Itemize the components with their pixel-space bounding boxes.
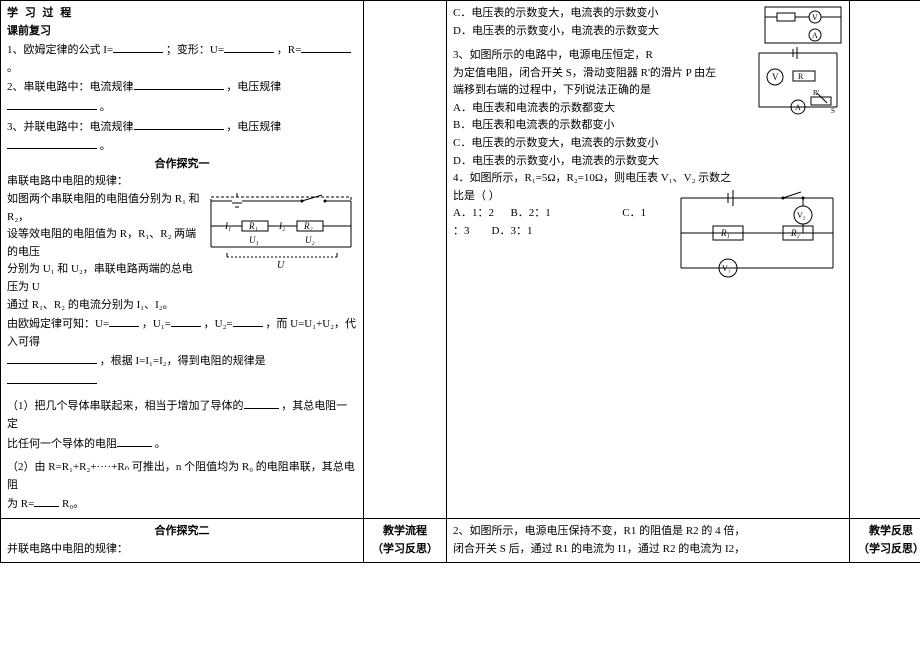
- blank: [109, 314, 139, 327]
- worksheet-page: 学 习 过 程 课前复习 1、欧姆定律的公式 I= ；变形：U= ，R= 。 2…: [0, 0, 920, 650]
- svg-text:U₂: U₂: [305, 235, 315, 245]
- p2-pre: （2）由 R=R₁+R₂+····+Rₙ 可推出，n 个阻值均为 R₀ 的电阻串…: [7, 461, 355, 491]
- br-l1: 2、如图所示，电源电压保持不变，R1 的阻值是 R2 的 4 倍，: [453, 523, 843, 541]
- bottom-far-right-cell: 教学反思 （学习反思）: [850, 519, 920, 563]
- p1l2-pre: 比任何一个导体的电阻: [7, 438, 117, 450]
- review-subheading: 课前复习: [7, 23, 357, 41]
- c1l5-m1: ，U₁=: [142, 318, 171, 330]
- coop1-label: 串联电路中电阻的规律：: [7, 173, 357, 191]
- svg-text:A: A: [795, 103, 801, 112]
- mid-label-1: 教学流程: [370, 523, 440, 541]
- coop1-p2-l2: 为 R= R₀。: [7, 494, 357, 514]
- fr-label-2: （学习反思）: [856, 541, 920, 559]
- l2-mid: ，电压规律: [226, 81, 281, 93]
- blank: [34, 494, 59, 507]
- main-table: 学 习 过 程 课前复习 1、欧姆定律的公式 I= ；变形：U= ，R= 。 2…: [0, 0, 920, 563]
- review-line-2: 2、串联电路中：电流规律 ，电压规律 。: [7, 77, 357, 116]
- blank: [171, 314, 201, 327]
- coop1-p1: （1）把几个导体串联起来，相当于增加了导体的 ，其总电阻一定: [7, 396, 357, 433]
- c1l6-mid: ，根据 I=I₁=I₂，得到电阻的规律是: [100, 355, 266, 367]
- blank: [113, 40, 163, 53]
- coop1-p1-l2: 比任何一个导体的电阻 。: [7, 434, 357, 454]
- svg-text:R₂: R₂: [303, 221, 313, 231]
- coop1-title: 合作探究一: [7, 156, 357, 174]
- q4-l1: 4．如图所示，R₁=5Ω，R₂=10Ω，则电压表 V₁、V₂ 示数之: [453, 170, 843, 188]
- coop1-p2: （2）由 R=R₁+R₂+····+Rₙ 可推出，n 个阻值均为 R₀ 的电阻串…: [7, 459, 357, 494]
- blank: [7, 97, 97, 110]
- bottom-left-cell: 合作探究二 并联电路中电阻的规律：: [1, 519, 364, 563]
- svg-text:V₁: V₁: [722, 264, 731, 273]
- q4-c2: ：3: [453, 225, 470, 237]
- svg-text:R': R': [813, 89, 819, 97]
- svg-text:V₂: V₂: [797, 211, 806, 220]
- svg-text:S: S: [831, 107, 835, 115]
- series-circuit-diagram: I₁ R₁ I₂ R₂ U₁ U₂ U: [207, 193, 357, 273]
- p1l2-end: 。: [155, 438, 166, 450]
- l3-end: 。: [100, 140, 111, 152]
- br-l2-text: 闭合开关 S 后，通过 R1 的电流为 I1，通过 R2 的电流为 I2，: [453, 543, 745, 555]
- svg-text:R₁: R₁: [248, 221, 258, 231]
- blank: [224, 40, 274, 53]
- svg-text:V: V: [812, 13, 818, 22]
- fr-label-1: 教学反思: [856, 523, 920, 541]
- review-line-3: 3、并联电路中：电流规律 ，电压规律 。: [7, 117, 357, 156]
- coop1-l4: 通过 R₁、R₂ 的电流分别为 I₁、I₂。: [7, 297, 357, 315]
- svg-text:A: A: [812, 31, 818, 40]
- q4-d: D．3：1: [492, 225, 533, 237]
- p2l2-pre: 为 R=: [7, 498, 34, 510]
- l2-pre: 2、串联电路中：电流规律: [7, 81, 134, 93]
- br-l1-text: 2、如图所示，电源电压保持不变，R1 的阻值是 R2 的 4 倍，: [453, 525, 745, 537]
- svg-text:U₁: U₁: [249, 235, 259, 245]
- l3-mid: ，电压规律: [226, 121, 281, 133]
- l1-mid2: ，R=: [277, 44, 302, 56]
- q4-a: A．1：2: [453, 207, 494, 219]
- learning-process-heading: 学 习 过 程: [7, 5, 357, 23]
- top-right-cell: V A C．电压表的示数变大，电流表的示数变小 D．电压表的示数变小，电流表的示…: [447, 1, 850, 519]
- q4-b: B．2：1: [510, 207, 550, 219]
- c1l5-pre: 由欧姆定律可知：U=: [7, 318, 109, 330]
- p2l2-end: R₀。: [62, 498, 84, 510]
- mid-label-2: （学习反思）: [370, 541, 440, 559]
- bottom-mid-cell: 教学流程 （学习反思）: [364, 519, 447, 563]
- l1-mid: ；变形：U=: [166, 44, 224, 56]
- blank: [244, 396, 279, 409]
- bottom-right-cell: 2、如图所示，电源电压保持不变，R1 的阻值是 R2 的 4 倍， 闭合开关 S…: [447, 519, 850, 563]
- br-l2: 闭合开关 S 后，通过 R1 的电流为 I1，通过 R2 的电流为 I2，: [453, 541, 843, 559]
- blank: [134, 77, 224, 90]
- top-far-right-cell: [850, 1, 920, 519]
- p1-pre: （1）把几个导体串联起来，相当于增加了导体的: [7, 400, 244, 412]
- l1-end: 。: [7, 62, 18, 74]
- blank: [233, 314, 263, 327]
- coop2-text: 并联电路中电阻的规律：: [7, 541, 357, 559]
- circuit-cd-diagram: V A: [763, 5, 843, 45]
- l1-pre: 1、欧姆定律的公式 I=: [7, 44, 113, 56]
- q4-circuit-diagram: R₁ R₂ V₂ V₁: [673, 188, 843, 278]
- top-left-cell: 学 习 过 程 课前复习 1、欧姆定律的公式 I= ；变形：U= ，R= 。 2…: [1, 1, 364, 519]
- blank: [117, 434, 152, 447]
- blank: [7, 136, 97, 149]
- svg-text:R₂: R₂: [790, 228, 800, 238]
- coop2-title: 合作探究二: [7, 523, 357, 541]
- q3-b: B．电压表和电流表的示数都变小: [453, 117, 843, 135]
- q3-d: D．电压表的示数变小，电流表的示数变大: [453, 153, 843, 171]
- coop1-l5: 由欧姆定律可知：U= ，U₁= ，U₂= ，而 U=U₁+U₂，代入可得: [7, 314, 357, 351]
- blank: [301, 40, 351, 53]
- l3-pre: 3、并联电路中：电流规律: [7, 121, 134, 133]
- coop1-l6: ，根据 I=I₁=I₂，得到电阻的规律是: [7, 351, 357, 390]
- svg-text:V: V: [772, 72, 779, 82]
- l2-end: 。: [100, 101, 111, 113]
- blank: [134, 117, 224, 130]
- blank: [7, 371, 97, 384]
- review-line-1: 1、欧姆定律的公式 I= ；变形：U= ，R= 。: [7, 40, 357, 77]
- svg-text:U: U: [277, 260, 285, 271]
- q3-c: C．电压表的示数变大，电流表的示数变小: [453, 135, 843, 153]
- svg-text:R: R: [798, 72, 804, 81]
- svg-text:R₁: R₁: [720, 228, 730, 238]
- top-mid-cell: [364, 1, 447, 519]
- c1l5-m2: ，U₂=: [204, 318, 233, 330]
- q4-c: C．1: [622, 207, 646, 219]
- q3-circuit-diagram: V R A R' S: [753, 47, 843, 117]
- blank: [7, 351, 97, 364]
